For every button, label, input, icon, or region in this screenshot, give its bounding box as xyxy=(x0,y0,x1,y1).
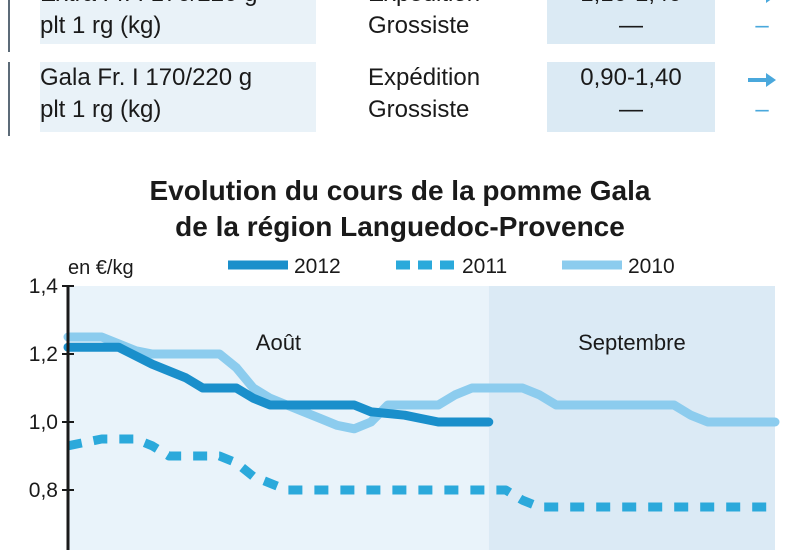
line-chart: Evolution du cours de la pomme Gala de l… xyxy=(29,175,780,550)
month-label: Septembre xyxy=(578,330,686,355)
y-tick-label: 0,8 xyxy=(29,479,58,502)
product-name: Extra Fr. I 170/220 g xyxy=(40,0,316,10)
series-line-2010 xyxy=(63,332,780,434)
table-divider xyxy=(8,0,10,52)
chart-panel: Evolution du cours de la pomme Gala de l… xyxy=(10,158,795,550)
unit-label: en €/kg xyxy=(68,257,134,279)
table-row: Gala Fr. I 170/220 g plt 1 rg (kg) xyxy=(40,62,316,132)
market-stage: Expédition Grossiste xyxy=(368,64,481,123)
arrow-right-icon xyxy=(766,0,771,3)
market-stage: Expédition Grossiste xyxy=(368,0,480,39)
product-packaging: plt 1 rg (kg) xyxy=(40,96,162,123)
product-name: Gala Fr. I 170/220 g xyxy=(40,64,253,91)
price-range: 1,10-1,40 — xyxy=(547,0,715,44)
table-row: Extra Fr. I 170/220 g plt 1 rg (kg) xyxy=(40,0,316,44)
price-table: Extra Fr. I 170/220 g plt 1 rg (kg) Expé… xyxy=(0,0,800,136)
arrow-right-icon xyxy=(748,73,776,87)
month-label: Août xyxy=(256,330,301,355)
price-range: 0,90-1,40 — xyxy=(547,62,715,132)
legend-label-2010: 2010 xyxy=(628,255,675,278)
legend-label-2012: 2012 xyxy=(294,255,341,278)
y-tick-label: 1,4 xyxy=(29,275,59,298)
trend-indicator: – xyxy=(732,62,792,126)
y-tick-label: 0,6 xyxy=(29,547,58,550)
series-line-2012 xyxy=(63,342,494,427)
y-tick-label: 1,2 xyxy=(29,343,58,366)
legend-label-2011: 2011 xyxy=(462,255,507,278)
product-packaging: plt 1 rg (kg) xyxy=(40,12,162,39)
chart-title-line2: de la région Languedoc-Provence xyxy=(175,211,625,242)
chart-title-line1: Evolution du cours de la pomme Gala xyxy=(150,175,651,206)
table-divider xyxy=(8,62,10,136)
y-tick-label: 1,0 xyxy=(29,411,58,434)
trend-indicator: – xyxy=(732,0,792,42)
